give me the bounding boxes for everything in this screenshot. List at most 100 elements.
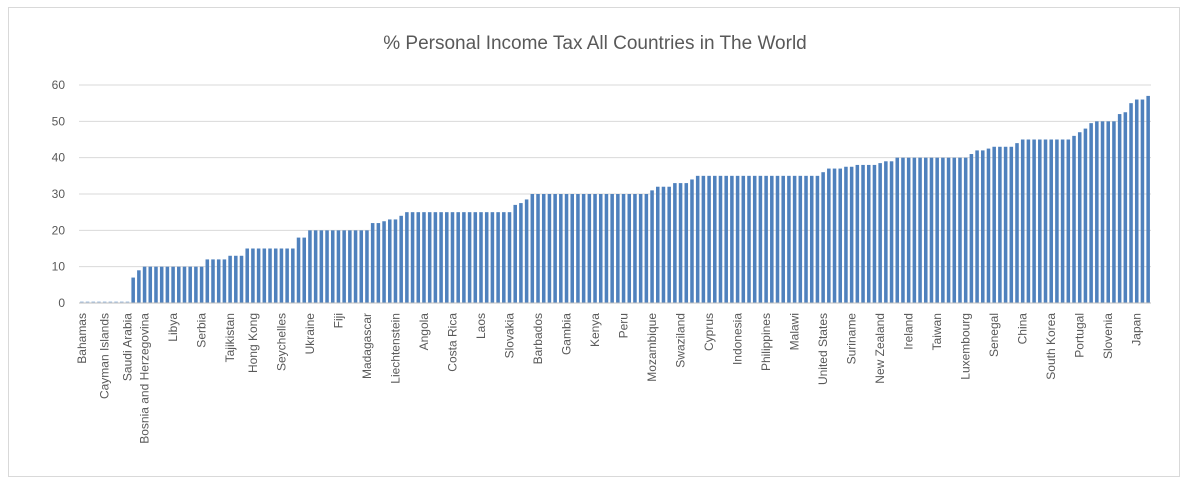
- bar: [878, 163, 882, 303]
- bar: [131, 277, 135, 303]
- bar: [102, 301, 107, 303]
- bar: [154, 266, 158, 303]
- x-tick-label: Barbados: [531, 313, 545, 364]
- bar: [889, 161, 894, 303]
- bar: [513, 204, 517, 303]
- bar: [838, 168, 843, 303]
- bar: [1140, 99, 1145, 304]
- bar: [330, 230, 335, 303]
- bar: [747, 175, 751, 303]
- bar: [142, 266, 147, 303]
- x-tick-label: Bahamas: [75, 313, 89, 364]
- y-tick-label: 60: [52, 78, 66, 92]
- bar: [695, 175, 700, 303]
- bar: [165, 266, 170, 303]
- bar: [308, 230, 312, 303]
- bar: [781, 175, 785, 303]
- bar: [1089, 123, 1093, 304]
- bar: [416, 212, 421, 303]
- bar: [382, 221, 386, 303]
- bar: [827, 168, 831, 303]
- bar: [387, 219, 392, 303]
- bar: [570, 194, 575, 303]
- x-tick-label: China: [1016, 313, 1030, 345]
- bar: [975, 150, 979, 303]
- bar: [85, 301, 90, 303]
- x-tick-label: Ukraine: [303, 313, 317, 355]
- bar: [256, 248, 261, 303]
- bar: [1032, 139, 1036, 303]
- bar: [724, 175, 728, 303]
- bar: [547, 194, 552, 303]
- bar: [644, 194, 649, 303]
- bar: [952, 157, 957, 303]
- y-tick-label: 40: [52, 151, 66, 165]
- bar: [593, 194, 597, 303]
- bar: [342, 230, 346, 303]
- bar: [194, 266, 198, 303]
- bar: [684, 183, 689, 303]
- bar: [895, 157, 900, 303]
- bar: [507, 212, 512, 303]
- bar: [1049, 139, 1053, 303]
- bar: [1077, 132, 1082, 303]
- bar: [462, 212, 466, 303]
- bar: [707, 175, 711, 303]
- x-tick-label: Costa Rica: [445, 313, 459, 372]
- bar: [159, 266, 164, 303]
- bar: [427, 212, 432, 303]
- bar: [450, 212, 455, 303]
- bar: [906, 157, 911, 303]
- x-tick-label: United States: [816, 313, 830, 385]
- bar: [456, 212, 460, 303]
- bar: [541, 194, 546, 303]
- bar: [804, 175, 808, 303]
- bar: [872, 164, 877, 303]
- bar: [365, 230, 369, 303]
- bar: [530, 194, 535, 303]
- bar: [849, 166, 854, 303]
- bar: [490, 212, 495, 303]
- x-tick-label: Cayman Islands: [98, 313, 112, 399]
- bar: [216, 259, 221, 303]
- x-tick-label: Angola: [417, 313, 431, 351]
- bar: [969, 154, 974, 303]
- x-tick-label: Indonesia: [731, 313, 745, 365]
- bar: [844, 166, 848, 303]
- bar: [923, 157, 928, 303]
- bar: [97, 301, 101, 303]
- bar: [832, 168, 837, 303]
- bar: [935, 157, 939, 303]
- x-tick-label: Liechtenstein: [388, 313, 402, 384]
- bar: [638, 194, 643, 303]
- bar: [125, 301, 130, 303]
- x-tick-label: Suriname: [845, 313, 859, 365]
- bar: [251, 248, 255, 303]
- x-tick-label: Cyprus: [702, 313, 716, 351]
- bar: [273, 248, 278, 303]
- bar: [313, 230, 318, 303]
- bar: [718, 175, 723, 303]
- bar: [1060, 139, 1065, 303]
- bar: [598, 194, 603, 303]
- y-tick-label: 50: [52, 114, 66, 128]
- bar: [587, 194, 592, 303]
- bar: [188, 266, 192, 303]
- bar: [222, 259, 227, 303]
- bar: [353, 230, 358, 303]
- x-tick-label: Senegal: [987, 313, 1001, 357]
- bar: [182, 266, 187, 303]
- bar: [764, 175, 768, 303]
- bar: [467, 212, 472, 303]
- bar: [211, 259, 215, 303]
- bar: [821, 172, 825, 303]
- x-tick-label: Ireland: [902, 313, 916, 350]
- bar: [929, 157, 934, 303]
- bar: [325, 230, 329, 303]
- bar: [137, 270, 141, 303]
- x-tick-label: Luxembourg: [959, 313, 973, 380]
- x-tick-label: Japan: [1130, 313, 1144, 346]
- chart-title: % Personal Income Tax All Countries in T…: [383, 33, 806, 54]
- bar: [621, 194, 626, 303]
- bar: [114, 301, 118, 303]
